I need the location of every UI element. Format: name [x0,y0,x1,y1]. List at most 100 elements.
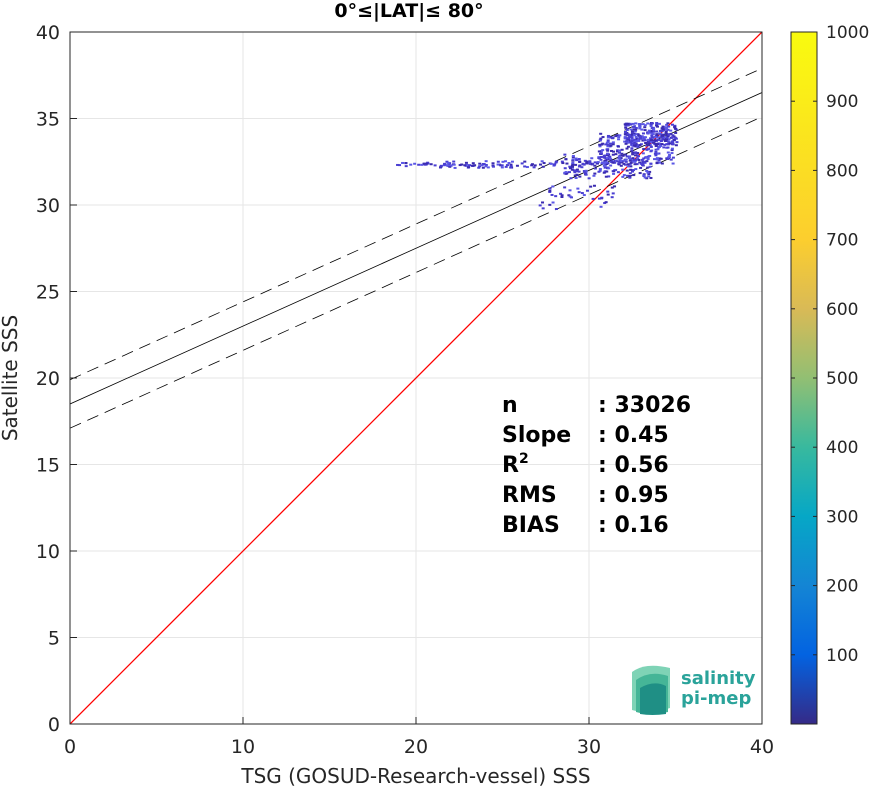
density-point [567,171,571,174]
density-point [548,203,552,206]
density-point [507,162,511,165]
density-point [623,130,627,133]
density-point [468,164,472,167]
density-point [491,164,495,167]
density-point [621,175,625,178]
density-point [563,153,567,156]
density-point [671,162,675,165]
y-tick-label: 20 [36,368,60,390]
density-point [404,162,408,165]
logo-line-1: salinity [681,668,756,689]
y-tick-label: 0 [48,714,60,736]
density-point [606,145,610,148]
density-point [630,139,634,142]
density-point [620,161,624,164]
density-point [630,133,634,136]
colorbar-tick-label: 800 [826,161,858,181]
density-point [646,157,650,160]
density-point [593,172,597,175]
density-point [642,174,646,177]
density-point [615,150,619,153]
density-point [621,159,625,162]
density-point [645,156,649,159]
density-point [655,157,659,160]
density-point [606,193,610,196]
density-point [666,151,670,154]
colorbar-tick-label: 400 [826,438,858,458]
density-point [655,122,659,125]
density-point [481,166,485,169]
density-point [662,133,666,136]
density-point [611,143,615,146]
density-point [610,196,614,199]
density-point [616,145,620,148]
density-point [588,162,592,165]
density-point [642,173,646,176]
density-point [611,160,615,163]
density-point [669,129,673,132]
density-point [575,159,579,162]
density-point [525,166,529,169]
density-point [532,166,536,169]
density-point [500,164,504,167]
density-point [612,150,616,153]
density-point [568,189,572,192]
density-point [624,160,628,163]
density-point [555,160,559,163]
density-point [626,133,630,136]
density-point [617,136,621,139]
density-point [673,127,677,130]
density-point [571,159,575,162]
density-point [655,143,659,146]
density-point [646,122,650,125]
density-point [509,165,513,168]
density-point [452,163,456,166]
density-point [634,126,638,129]
density-point [650,127,654,130]
density-point [446,164,450,167]
density-point [607,167,611,170]
density-point [609,158,613,161]
density-point [478,162,482,165]
density-point [628,159,632,162]
density-point [433,164,437,167]
density-point [484,163,488,166]
stat-label: n [502,393,518,418]
density-point [646,166,650,169]
density-point [632,144,636,147]
density-point [613,185,617,188]
density-point [621,154,625,157]
density-point [638,137,642,140]
density-point [596,162,600,165]
density-point [650,132,654,135]
density-point [620,148,624,151]
density-point [630,136,634,139]
density-point [647,175,651,178]
density-point [625,169,629,172]
density-point [625,147,629,150]
density-point [626,145,630,148]
density-point [671,143,675,146]
density-point [541,201,545,204]
density-point [634,122,638,125]
density-point [619,164,623,167]
density-point [571,158,575,161]
density-point [571,163,575,166]
density-point [673,125,677,128]
density-point [605,170,609,173]
density-point [630,131,634,134]
density-point [633,142,637,145]
density-point [626,174,630,177]
density-point [669,132,673,135]
density-point [422,162,426,165]
density-point [647,129,651,132]
density-point [604,161,608,164]
density-point [643,124,647,127]
density-point [593,164,597,167]
density-point [569,177,573,180]
density-point [634,168,638,171]
density-point [613,161,617,164]
x-tick-label: 30 [577,736,601,758]
density-point [618,134,622,137]
density-point [635,163,639,166]
